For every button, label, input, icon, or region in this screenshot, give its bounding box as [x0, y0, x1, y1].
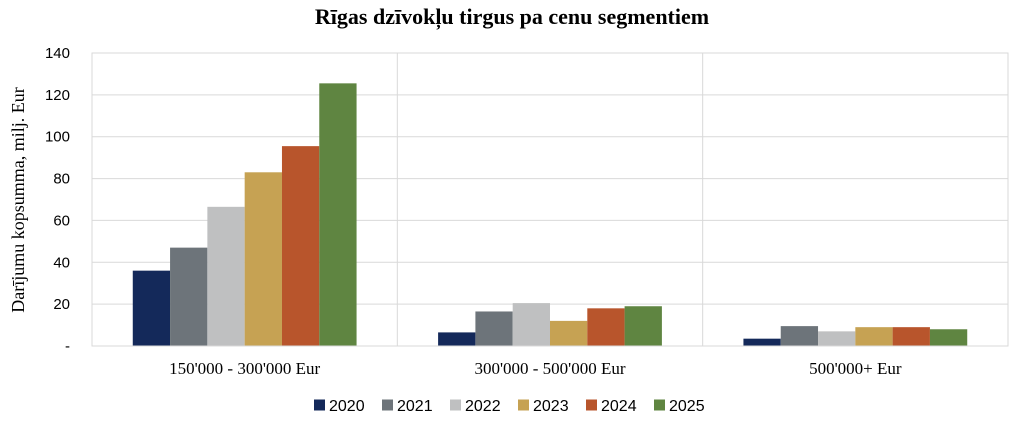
- bar-2023-2: [550, 320, 588, 346]
- y-tick-label: -: [65, 338, 70, 355]
- bar-2021-1: [170, 247, 208, 346]
- bar-2023-3: [855, 327, 893, 346]
- legend-label: 2021: [397, 398, 433, 415]
- legend-swatch: [314, 399, 325, 411]
- x-tick-labels: 150'000 - 300'000 Eur 300'000 - 500'000 E…: [169, 359, 902, 378]
- legend-item-2023: 2023: [518, 398, 569, 415]
- bar-2022-3: [818, 331, 856, 346]
- y-axis-label: Darījumu kopsumma, milj. Eur: [8, 87, 28, 312]
- bar-2020-2: [438, 332, 476, 346]
- legend-item-2022: 2022: [450, 398, 501, 415]
- legend-label: 2023: [533, 398, 569, 415]
- legend-item-2025: 2025: [654, 398, 705, 415]
- bar-2023-1: [244, 172, 282, 346]
- bar-2025-2: [624, 306, 662, 346]
- legend-swatch: [586, 399, 597, 411]
- x-tick-label: 150'000 - 300'000 Eur: [169, 359, 320, 378]
- bar-2021-2: [475, 311, 513, 346]
- y-tick-label: 80: [53, 171, 70, 188]
- legend-item-2024: 2024: [586, 398, 637, 415]
- bar-2025-1: [319, 83, 357, 346]
- y-tick-label: 140: [45, 45, 70, 62]
- legend-swatch: [382, 399, 393, 411]
- y-tick-labels: - 20 40 60 80 100 120 140: [45, 45, 70, 355]
- legend-swatch: [450, 399, 461, 411]
- chart-title: Rīgas dzīvokļu tirgus pa cenu segmentiem: [315, 4, 709, 30]
- legend-label: 2024: [601, 398, 637, 415]
- plot-border: [91, 52, 1009, 347]
- legend-label: 2022: [465, 398, 501, 415]
- bar-2024-1: [281, 146, 320, 346]
- legend-item-2021: 2021: [382, 398, 433, 415]
- x-tick-label: 300'000 - 500'000 Eur: [474, 359, 625, 378]
- y-tick-label: 100: [45, 129, 70, 146]
- legend-item-2020: 2020: [314, 398, 365, 415]
- bar-2022-1: [207, 206, 245, 346]
- bar-2024-2: [587, 308, 625, 346]
- plot-frame: [91, 52, 1009, 347]
- bar-2020-3: [743, 338, 781, 346]
- x-tick-label: 500'000+ Eur: [809, 359, 902, 378]
- y-tick-label: 20: [53, 296, 70, 313]
- legend: 2020 2021 2022 2023 2024 2025: [314, 398, 705, 415]
- legend-swatch: [654, 399, 665, 411]
- bar-2025-3: [929, 329, 968, 346]
- bar-2022-2: [512, 303, 550, 346]
- legend-label: 2020: [329, 398, 365, 415]
- legend-swatch: [518, 399, 529, 411]
- y-tick-label: 60: [53, 212, 70, 229]
- y-tick-label: 40: [53, 254, 70, 271]
- bar-2020-1: [132, 270, 171, 346]
- legend-label: 2025: [669, 398, 705, 415]
- bar-2024-3: [892, 327, 930, 346]
- bars: [132, 83, 968, 346]
- y-tick-label: 120: [45, 87, 70, 104]
- category-separators: [396, 53, 704, 346]
- bar-2021-3: [780, 326, 819, 346]
